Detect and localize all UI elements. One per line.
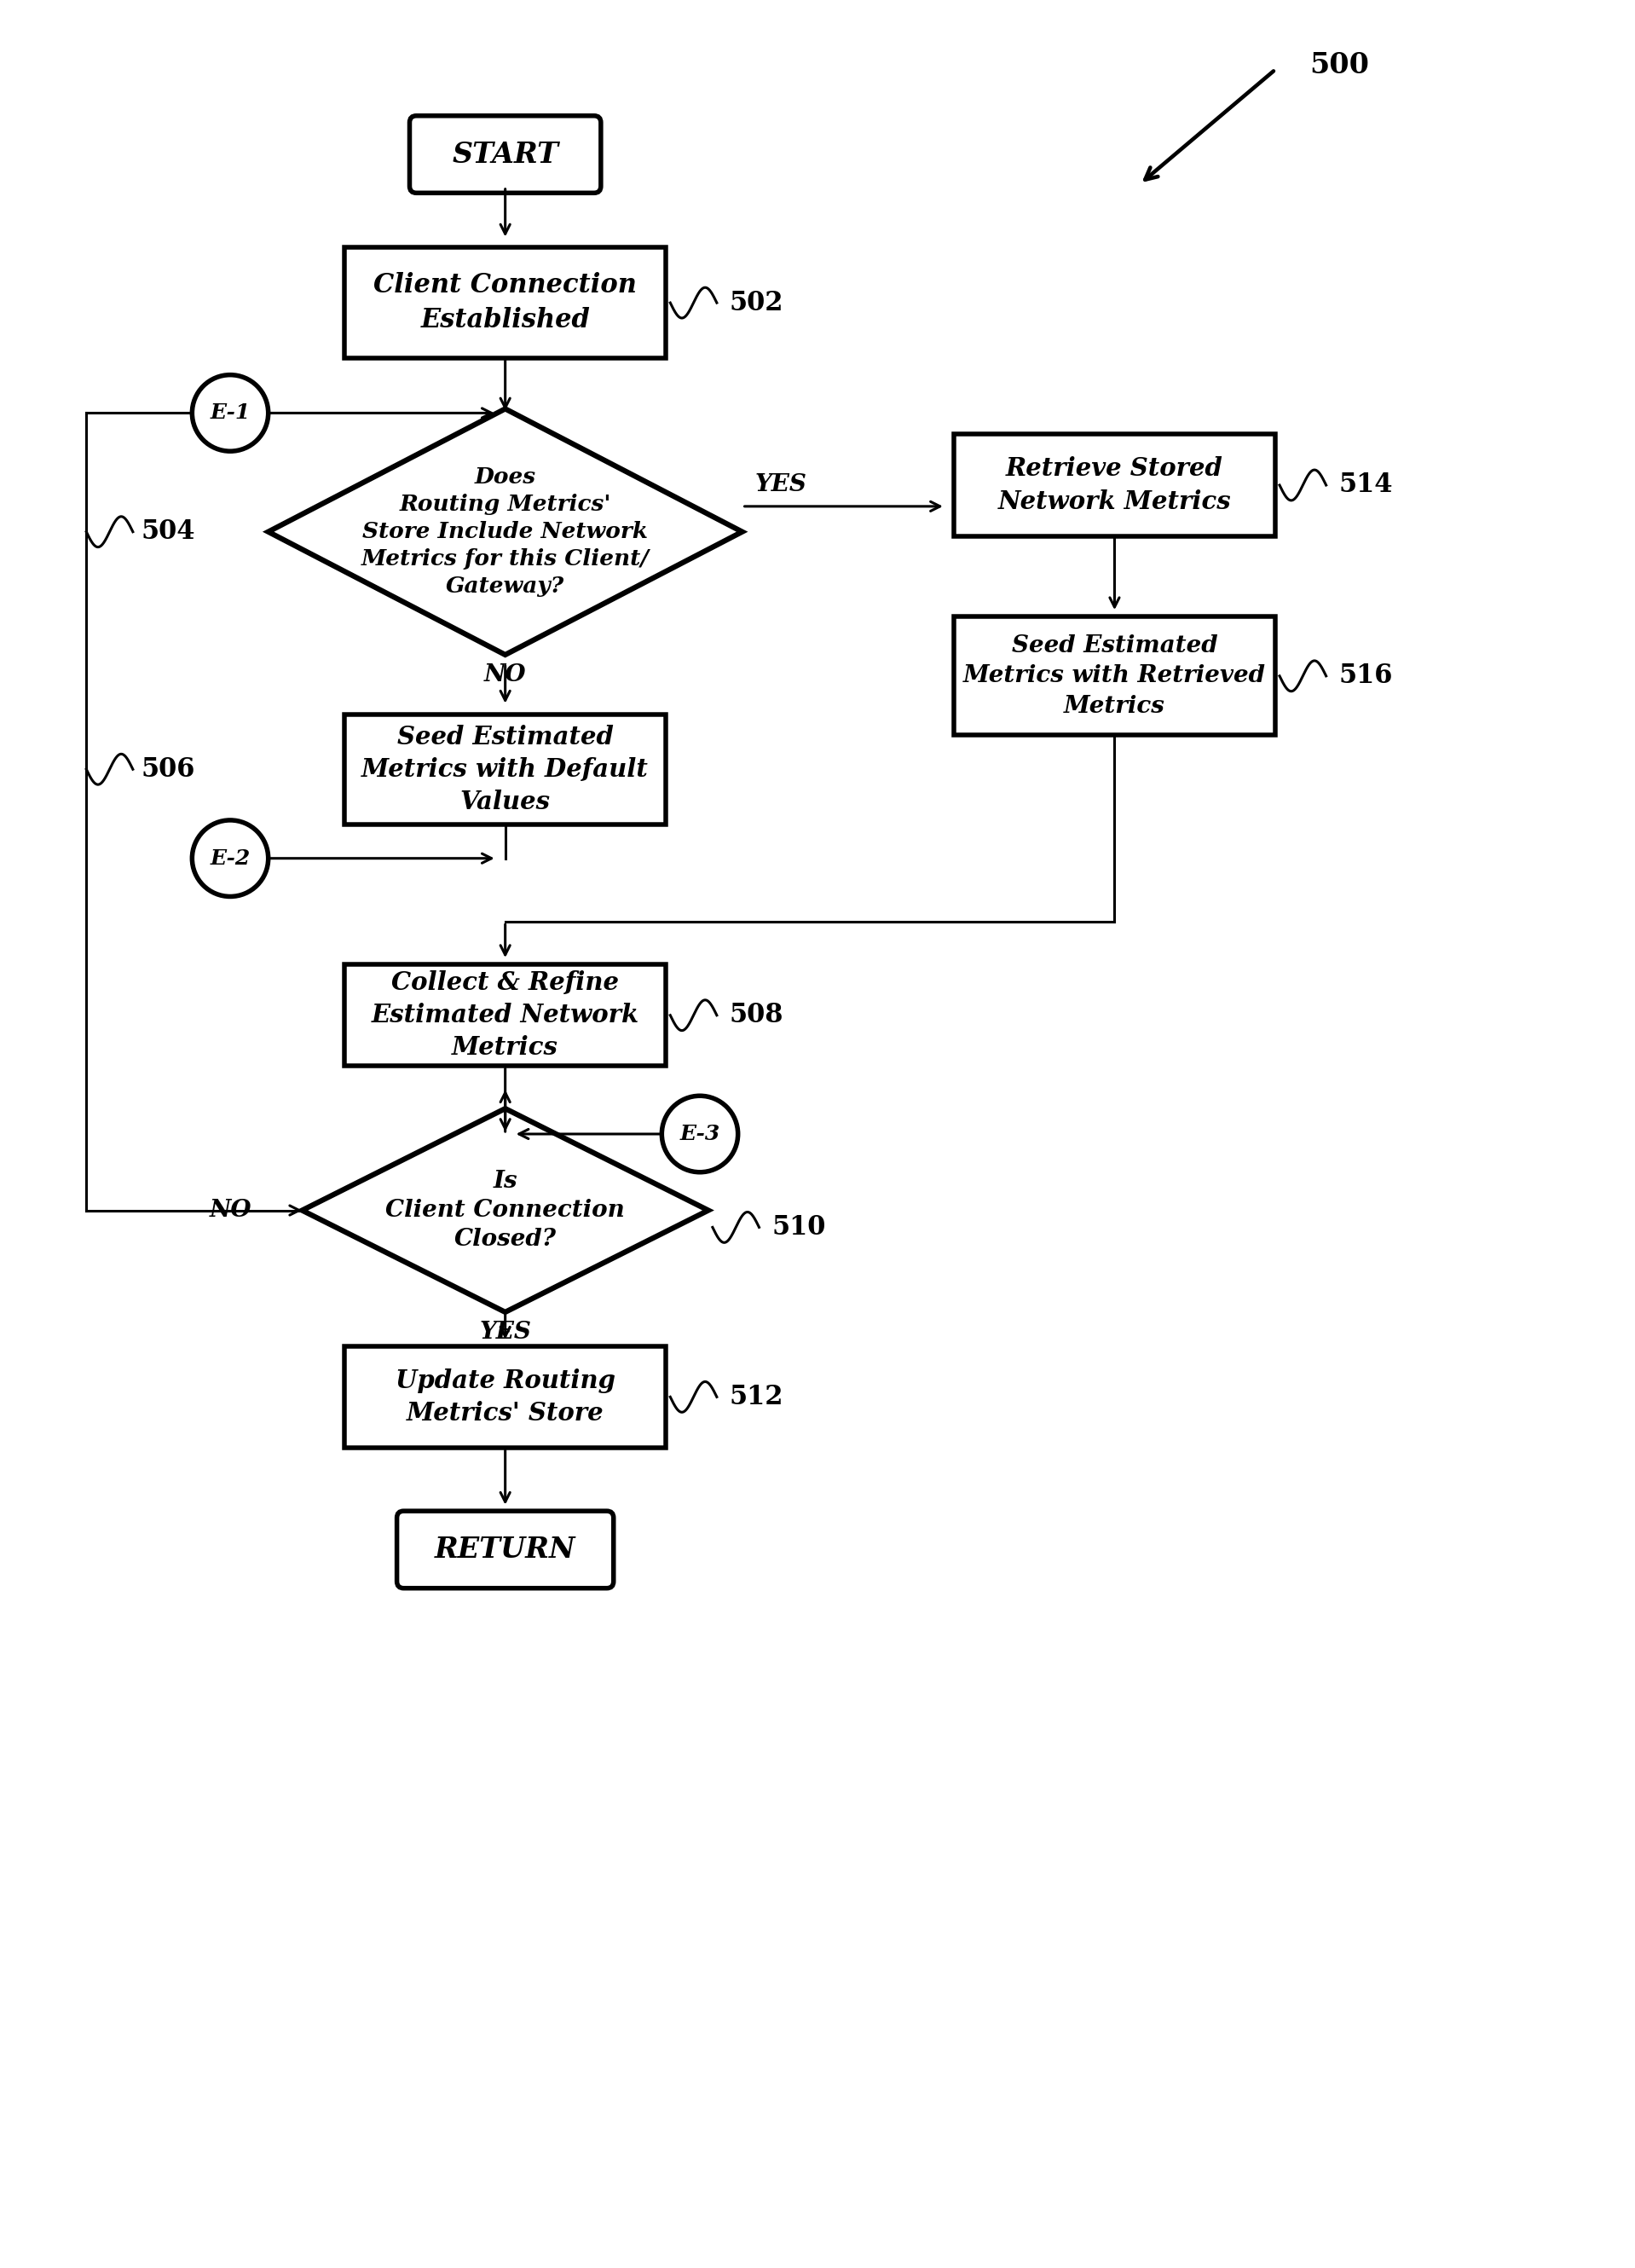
Text: Update Routing
Metrics' Store: Update Routing Metrics' Store	[396, 1368, 615, 1427]
Text: 510: 510	[772, 1213, 826, 1241]
Bar	[953, 617, 1275, 735]
Polygon shape	[302, 1109, 708, 1313]
Bar	[345, 964, 665, 1066]
Circle shape	[191, 821, 268, 896]
Text: Does
Routing Metrics'
Store Include Network
Metrics for this Client/
Gateway?: Does Routing Metrics' Store Include Netw…	[361, 467, 649, 596]
Text: E-2: E-2	[209, 848, 250, 869]
FancyBboxPatch shape	[397, 1510, 613, 1588]
Text: 502: 502	[729, 290, 783, 315]
Bar	[953, 433, 1275, 535]
Text: Collect & Refine
Estimated Network
Metrics: Collect & Refine Estimated Network Metri…	[371, 971, 639, 1059]
Text: Client Connection
Established: Client Connection Established	[373, 272, 638, 333]
Text: Seed Estimated
Metrics with Retrieved
Metrics: Seed Estimated Metrics with Retrieved Me…	[963, 635, 1265, 717]
Text: NO: NO	[484, 662, 526, 687]
Bar	[345, 247, 665, 358]
Text: 508: 508	[729, 1002, 783, 1027]
Text: NO: NO	[209, 1200, 252, 1222]
Circle shape	[662, 1095, 737, 1173]
Text: Is
Client Connection
Closed?: Is Client Connection Closed?	[386, 1170, 625, 1252]
Text: E-1: E-1	[209, 404, 250, 424]
Polygon shape	[268, 408, 742, 655]
Text: E-3: E-3	[680, 1123, 719, 1145]
Circle shape	[191, 374, 268, 451]
Bar	[345, 714, 665, 823]
Text: YES: YES	[479, 1320, 531, 1343]
Text: Seed Estimated
Metrics with Default
Values: Seed Estimated Metrics with Default Valu…	[361, 723, 649, 814]
Text: 500: 500	[1310, 52, 1368, 79]
Bar	[345, 1345, 665, 1447]
Text: 504: 504	[141, 519, 196, 544]
Text: 516: 516	[1339, 662, 1393, 689]
Text: RETURN: RETURN	[435, 1535, 576, 1563]
FancyBboxPatch shape	[410, 116, 600, 193]
Text: YES: YES	[755, 474, 806, 497]
Text: Retrieve Stored
Network Metrics: Retrieve Stored Network Metrics	[997, 456, 1231, 515]
Text: 506: 506	[141, 755, 195, 782]
Text: 514: 514	[1339, 472, 1393, 499]
Text: 512: 512	[729, 1383, 783, 1411]
Text: START: START	[451, 141, 559, 168]
